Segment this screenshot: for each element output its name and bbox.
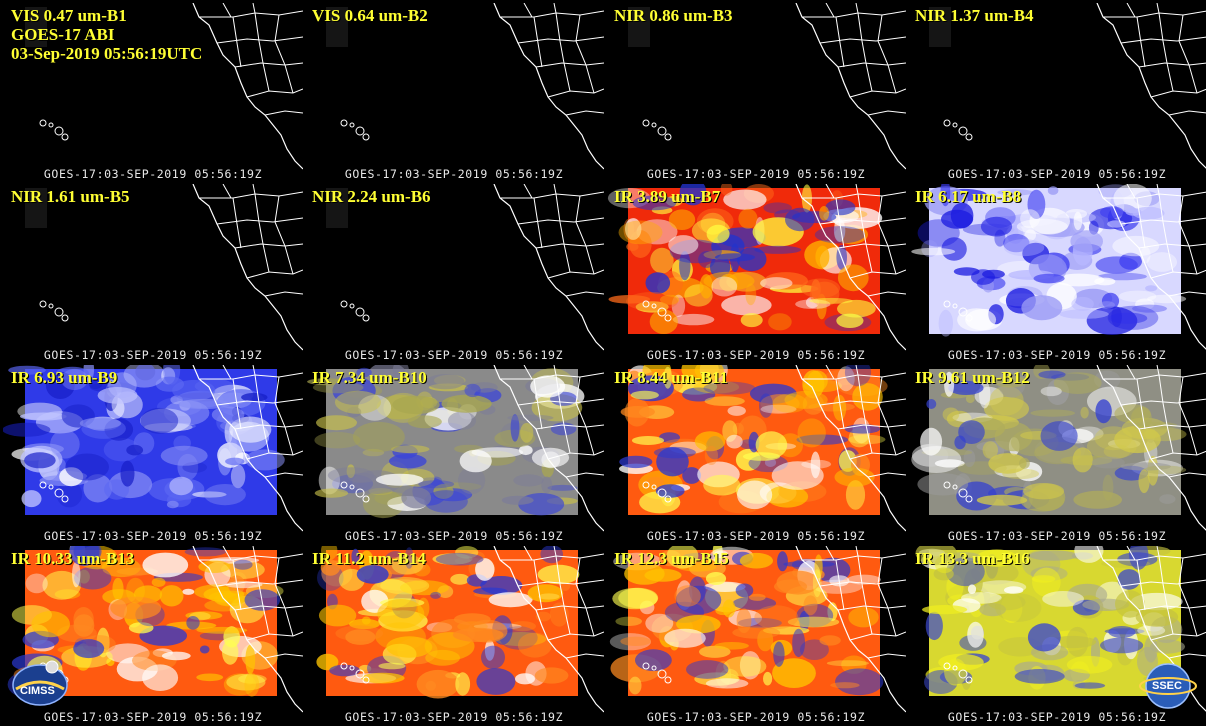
satellite-image (25, 3, 303, 170)
observation-datetime: 03-Sep-2019 05:56:19UTC (11, 44, 203, 63)
satellite-image (326, 184, 604, 351)
band-name: VIS 0.47 um-B1 (11, 6, 127, 25)
instrument-name: GOES-17 ABI (11, 25, 115, 44)
satellite-image (326, 3, 604, 170)
timestamp-caption: GOES-17:03-SEP-2019 05:56:19Z (344, 529, 564, 543)
band-name: NIR 1.37 um-B4 (915, 6, 1034, 25)
cimss-globe-icon (12, 660, 68, 706)
band-label: IR 3.89 um-B7 (614, 187, 720, 206)
timestamp-caption: GOES-17:03-SEP-2019 05:56:19Z (43, 167, 263, 181)
band-name: NIR 1.61 um-B5 (11, 187, 130, 206)
band-panel: IR 6.17 um-B8 GOES-17:03-SEP-2019 05:56:1… (907, 184, 1206, 364)
cimss-logo-text: CIMSS (20, 685, 55, 697)
timestamp-caption: GOES-17:03-SEP-2019 05:56:19Z (947, 348, 1167, 362)
band-name: NIR 0.86 um-B3 (614, 6, 733, 25)
band-panel: IR 11.2 um-B14 GOES-17:03-SEP-2019 05:56:… (304, 546, 604, 726)
timestamp-caption: GOES-17:03-SEP-2019 05:56:19Z (947, 167, 1167, 181)
band-label: IR 8.44 um-B11 (614, 368, 728, 387)
band-label: IR 9.61 um-B12 (915, 368, 1030, 387)
band-label: IR 6.93 um-B9 (11, 368, 117, 387)
band-label: IR 13.3 um-B16 (915, 549, 1030, 568)
band-name: IR 3.89 um-B7 (614, 187, 721, 206)
timestamp-caption: GOES-17:03-SEP-2019 05:56:19Z (646, 529, 866, 543)
satellite-image (911, 184, 1206, 350)
band-name: IR 10.33 um-B13 (11, 549, 135, 568)
timestamp-caption: GOES-17:03-SEP-2019 05:56:19Z (43, 710, 263, 724)
satellite-image (307, 365, 604, 532)
band-name: IR 7.34 um-B10 (312, 368, 427, 387)
band-name: VIS 0.64 um-B2 (312, 6, 428, 25)
band-label: IR 11.2 um-B14 (312, 549, 426, 568)
band-name: IR 8.44 um-B11 (614, 368, 728, 387)
band-panel: IR 13.3 um-B16 GOES-17:03-SEP-2019 05:56:… (907, 546, 1206, 726)
timestamp-caption: GOES-17:03-SEP-2019 05:56:19Z (344, 167, 564, 181)
band-panel: VIS 0.47 um-B1 GOES-17 ABI 03-Sep-2019 05:… (3, 3, 303, 183)
band-panel: NIR 0.86 um-B3 GOES-17:03-SEP-2019 05:56:… (606, 3, 906, 183)
timestamp-caption: GOES-17:03-SEP-2019 05:56:19Z (646, 710, 866, 724)
timestamp-caption: GOES-17:03-SEP-2019 05:56:19Z (646, 167, 866, 181)
band-name: IR 12.3 um-B15 (614, 549, 729, 568)
ssec-globe-icon (1139, 663, 1197, 709)
band-label: VIS 0.64 um-B2 (312, 6, 428, 25)
ssec-logo-text: SSEC (1152, 680, 1182, 692)
band-name: NIR 2.24 um-B6 (312, 187, 431, 206)
band-panel: IR 6.93 um-B9 GOES-17:03-SEP-2019 05:56:1… (3, 365, 303, 545)
satellite-image (915, 546, 1206, 712)
satellite-image (316, 546, 604, 713)
ssec-logo: SSEC (1138, 660, 1198, 710)
band-label: NIR 0.86 um-B3 (614, 6, 733, 25)
band-name: IR 6.17 um-B8 (915, 187, 1022, 206)
cimss-logo: CIMSS (10, 655, 70, 707)
band-panel: NIR 1.37 um-B4 GOES-17:03-SEP-2019 05:56:… (907, 3, 1206, 183)
satellite-image (25, 184, 303, 351)
satellite-image (607, 184, 906, 351)
band-label: NIR 1.37 um-B4 (915, 6, 1034, 25)
band-label: IR 12.3 um-B15 (614, 549, 729, 568)
timestamp-caption: GOES-17:03-SEP-2019 05:56:19Z (947, 710, 1167, 724)
band-panel: NIR 2.24 um-B6 GOES-17:03-SEP-2019 05:56:… (304, 184, 604, 364)
band-label: NIR 2.24 um-B6 (312, 187, 431, 206)
band-panel: VIS 0.64 um-B2 GOES-17:03-SEP-2019 05:56:… (304, 3, 604, 183)
satellite-image (911, 365, 1206, 531)
band-panel: IR 9.61 um-B12 GOES-17:03-SEP-2019 05:56:… (907, 365, 1206, 545)
band-panel: IR 8.44 um-B11 GOES-17:03-SEP-2019 05:56:… (606, 365, 906, 545)
timestamp-caption: GOES-17:03-SEP-2019 05:56:19Z (43, 348, 263, 362)
band-label: IR 6.17 um-B8 (915, 187, 1021, 206)
band-panel: IR 12.3 um-B15 GOES-17:03-SEP-2019 05:56:… (606, 546, 906, 726)
band-name: IR 11.2 um-B14 (312, 549, 426, 568)
satellite-image (628, 3, 906, 170)
band-label: IR 7.34 um-B10 (312, 368, 427, 387)
band-label: NIR 1.61 um-B5 (11, 187, 130, 206)
satellite-image (929, 3, 1206, 169)
timestamp-caption: GOES-17:03-SEP-2019 05:56:19Z (344, 348, 564, 362)
band-name: IR 6.93 um-B9 (11, 368, 118, 387)
satellite-image (3, 365, 303, 532)
band-name: IR 13.3 um-B16 (915, 549, 1030, 568)
band-panel: IR 7.34 um-B10 GOES-17:03-SEP-2019 05:56:… (304, 365, 604, 545)
timestamp-caption: GOES-17:03-SEP-2019 05:56:19Z (43, 529, 263, 543)
band-label: VIS 0.47 um-B1 GOES-17 ABI 03-Sep-2019 05:… (11, 6, 202, 63)
timestamp-caption: GOES-17:03-SEP-2019 05:56:19Z (947, 529, 1167, 543)
satellite-image (619, 365, 906, 532)
band-label: IR 10.33 um-B13 (11, 549, 134, 568)
band-panel: NIR 1.61 um-B5 GOES-17:03-SEP-2019 05:56:… (3, 184, 303, 364)
band-name: IR 9.61 um-B12 (915, 368, 1030, 387)
timestamp-caption: GOES-17:03-SEP-2019 05:56:19Z (646, 348, 866, 362)
band-panel: IR 3.89 um-B7 GOES-17:03-SEP-2019 05:56:1… (606, 184, 906, 364)
satellite-image (609, 546, 906, 713)
timestamp-caption: GOES-17:03-SEP-2019 05:56:19Z (344, 710, 564, 724)
